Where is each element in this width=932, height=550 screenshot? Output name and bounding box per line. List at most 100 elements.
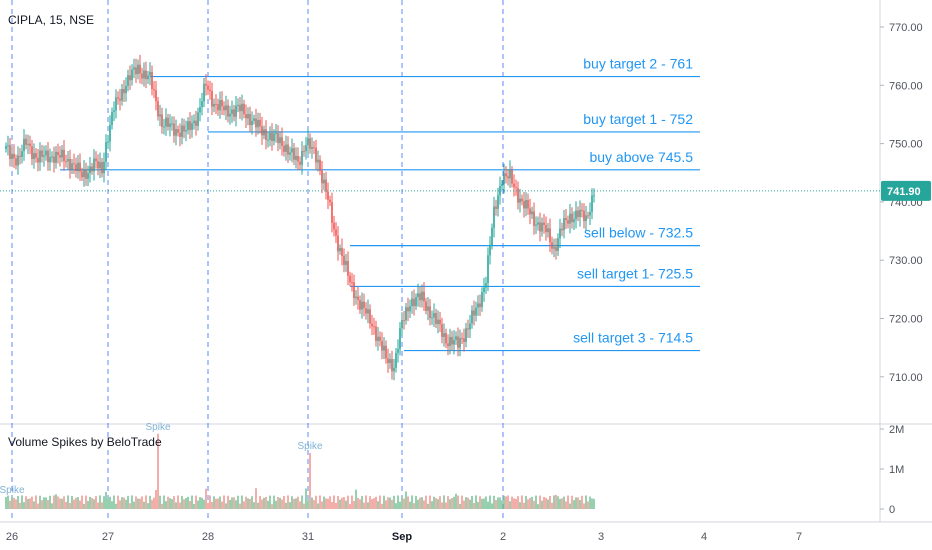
volume-bar <box>211 501 213 509</box>
volume-bar <box>71 495 73 509</box>
candle <box>193 114 195 130</box>
volume-bar <box>65 501 67 509</box>
candle <box>375 320 377 347</box>
candle <box>551 236 553 255</box>
volume-tick-label: 1M <box>889 464 904 476</box>
volume-bar <box>309 453 311 509</box>
volume-bar <box>549 495 551 509</box>
level-lines: buy target 2 - 761 buy target 1 - 752 buy … <box>60 56 700 352</box>
candle <box>475 301 477 322</box>
candle <box>407 297 409 322</box>
volume-bar <box>199 497 201 509</box>
candle <box>201 92 203 116</box>
volume-bar <box>105 491 107 509</box>
candle <box>269 126 271 147</box>
volume-bar <box>323 496 325 509</box>
candle <box>179 123 181 147</box>
candle <box>299 156 301 171</box>
volume-bar <box>463 500 465 509</box>
volume-bar <box>555 494 557 509</box>
volume-bar <box>361 496 363 509</box>
candle <box>571 207 573 229</box>
candle <box>97 154 99 176</box>
volume-bar <box>481 498 483 509</box>
volume-bar <box>253 502 255 509</box>
candle <box>535 216 537 234</box>
candle <box>297 147 299 171</box>
candle <box>25 134 27 150</box>
candle <box>147 70 149 84</box>
volume-bar <box>89 496 91 509</box>
candle <box>431 310 433 325</box>
volume-bar <box>53 495 55 509</box>
volume-bar <box>17 495 19 509</box>
candle <box>487 247 489 291</box>
candle <box>149 62 151 86</box>
volume-bar <box>115 503 117 509</box>
volume-bar <box>151 499 153 509</box>
volume-bar <box>419 497 421 509</box>
candle <box>405 302 407 325</box>
candle <box>87 165 89 187</box>
volume-bar <box>23 502 25 509</box>
candle <box>383 337 385 360</box>
volume-bar <box>389 497 391 509</box>
candle <box>241 94 243 121</box>
candle <box>231 100 233 123</box>
volume-bar <box>411 495 413 509</box>
volume-bar <box>553 495 555 509</box>
volume-bar <box>249 498 251 509</box>
volume-bar <box>95 496 97 509</box>
candle <box>165 108 167 136</box>
candle <box>163 119 165 135</box>
volume-bar <box>59 498 61 509</box>
chart-title: CIPLA, 15, NSE <box>8 13 94 27</box>
volume-bar <box>149 495 151 509</box>
volume-bar <box>537 504 539 509</box>
candle <box>347 251 349 286</box>
candle <box>129 65 131 90</box>
volume-bar <box>347 495 349 509</box>
spike-label: Spike <box>297 441 322 452</box>
volume-bar <box>251 496 253 509</box>
volume-bar <box>91 498 93 509</box>
candle <box>63 140 65 171</box>
candle <box>479 294 481 317</box>
volume-bar <box>503 495 505 509</box>
candle <box>469 314 471 339</box>
candle <box>417 283 419 307</box>
candle <box>45 145 47 161</box>
candle <box>109 115 111 152</box>
volume-bar <box>497 497 499 509</box>
volume-bar <box>375 496 377 509</box>
volume-bar <box>177 495 179 509</box>
volume-bar <box>545 497 547 509</box>
volume-bar <box>413 503 415 509</box>
candle <box>363 293 365 317</box>
volume-bar <box>405 491 407 509</box>
candle <box>583 203 585 229</box>
volume-bar <box>491 503 493 509</box>
volume-bar <box>275 500 277 509</box>
candle <box>371 314 373 336</box>
candle <box>49 148 51 171</box>
volume-bar <box>185 498 187 509</box>
candle <box>495 199 497 216</box>
candle <box>191 115 193 138</box>
candle <box>171 116 173 131</box>
candle <box>279 130 281 150</box>
volume-bar <box>117 495 119 509</box>
candle <box>285 135 287 161</box>
candle <box>377 326 379 351</box>
candle <box>283 141 285 157</box>
volume-bar <box>573 500 575 509</box>
candle <box>177 125 179 137</box>
volume-bar <box>233 497 235 509</box>
volume-bar <box>447 496 449 509</box>
volume-bar <box>435 498 437 509</box>
candle <box>267 132 269 148</box>
y-tick-label: 770.00 <box>889 22 923 34</box>
volume-bar <box>137 498 139 509</box>
candle <box>65 154 67 168</box>
